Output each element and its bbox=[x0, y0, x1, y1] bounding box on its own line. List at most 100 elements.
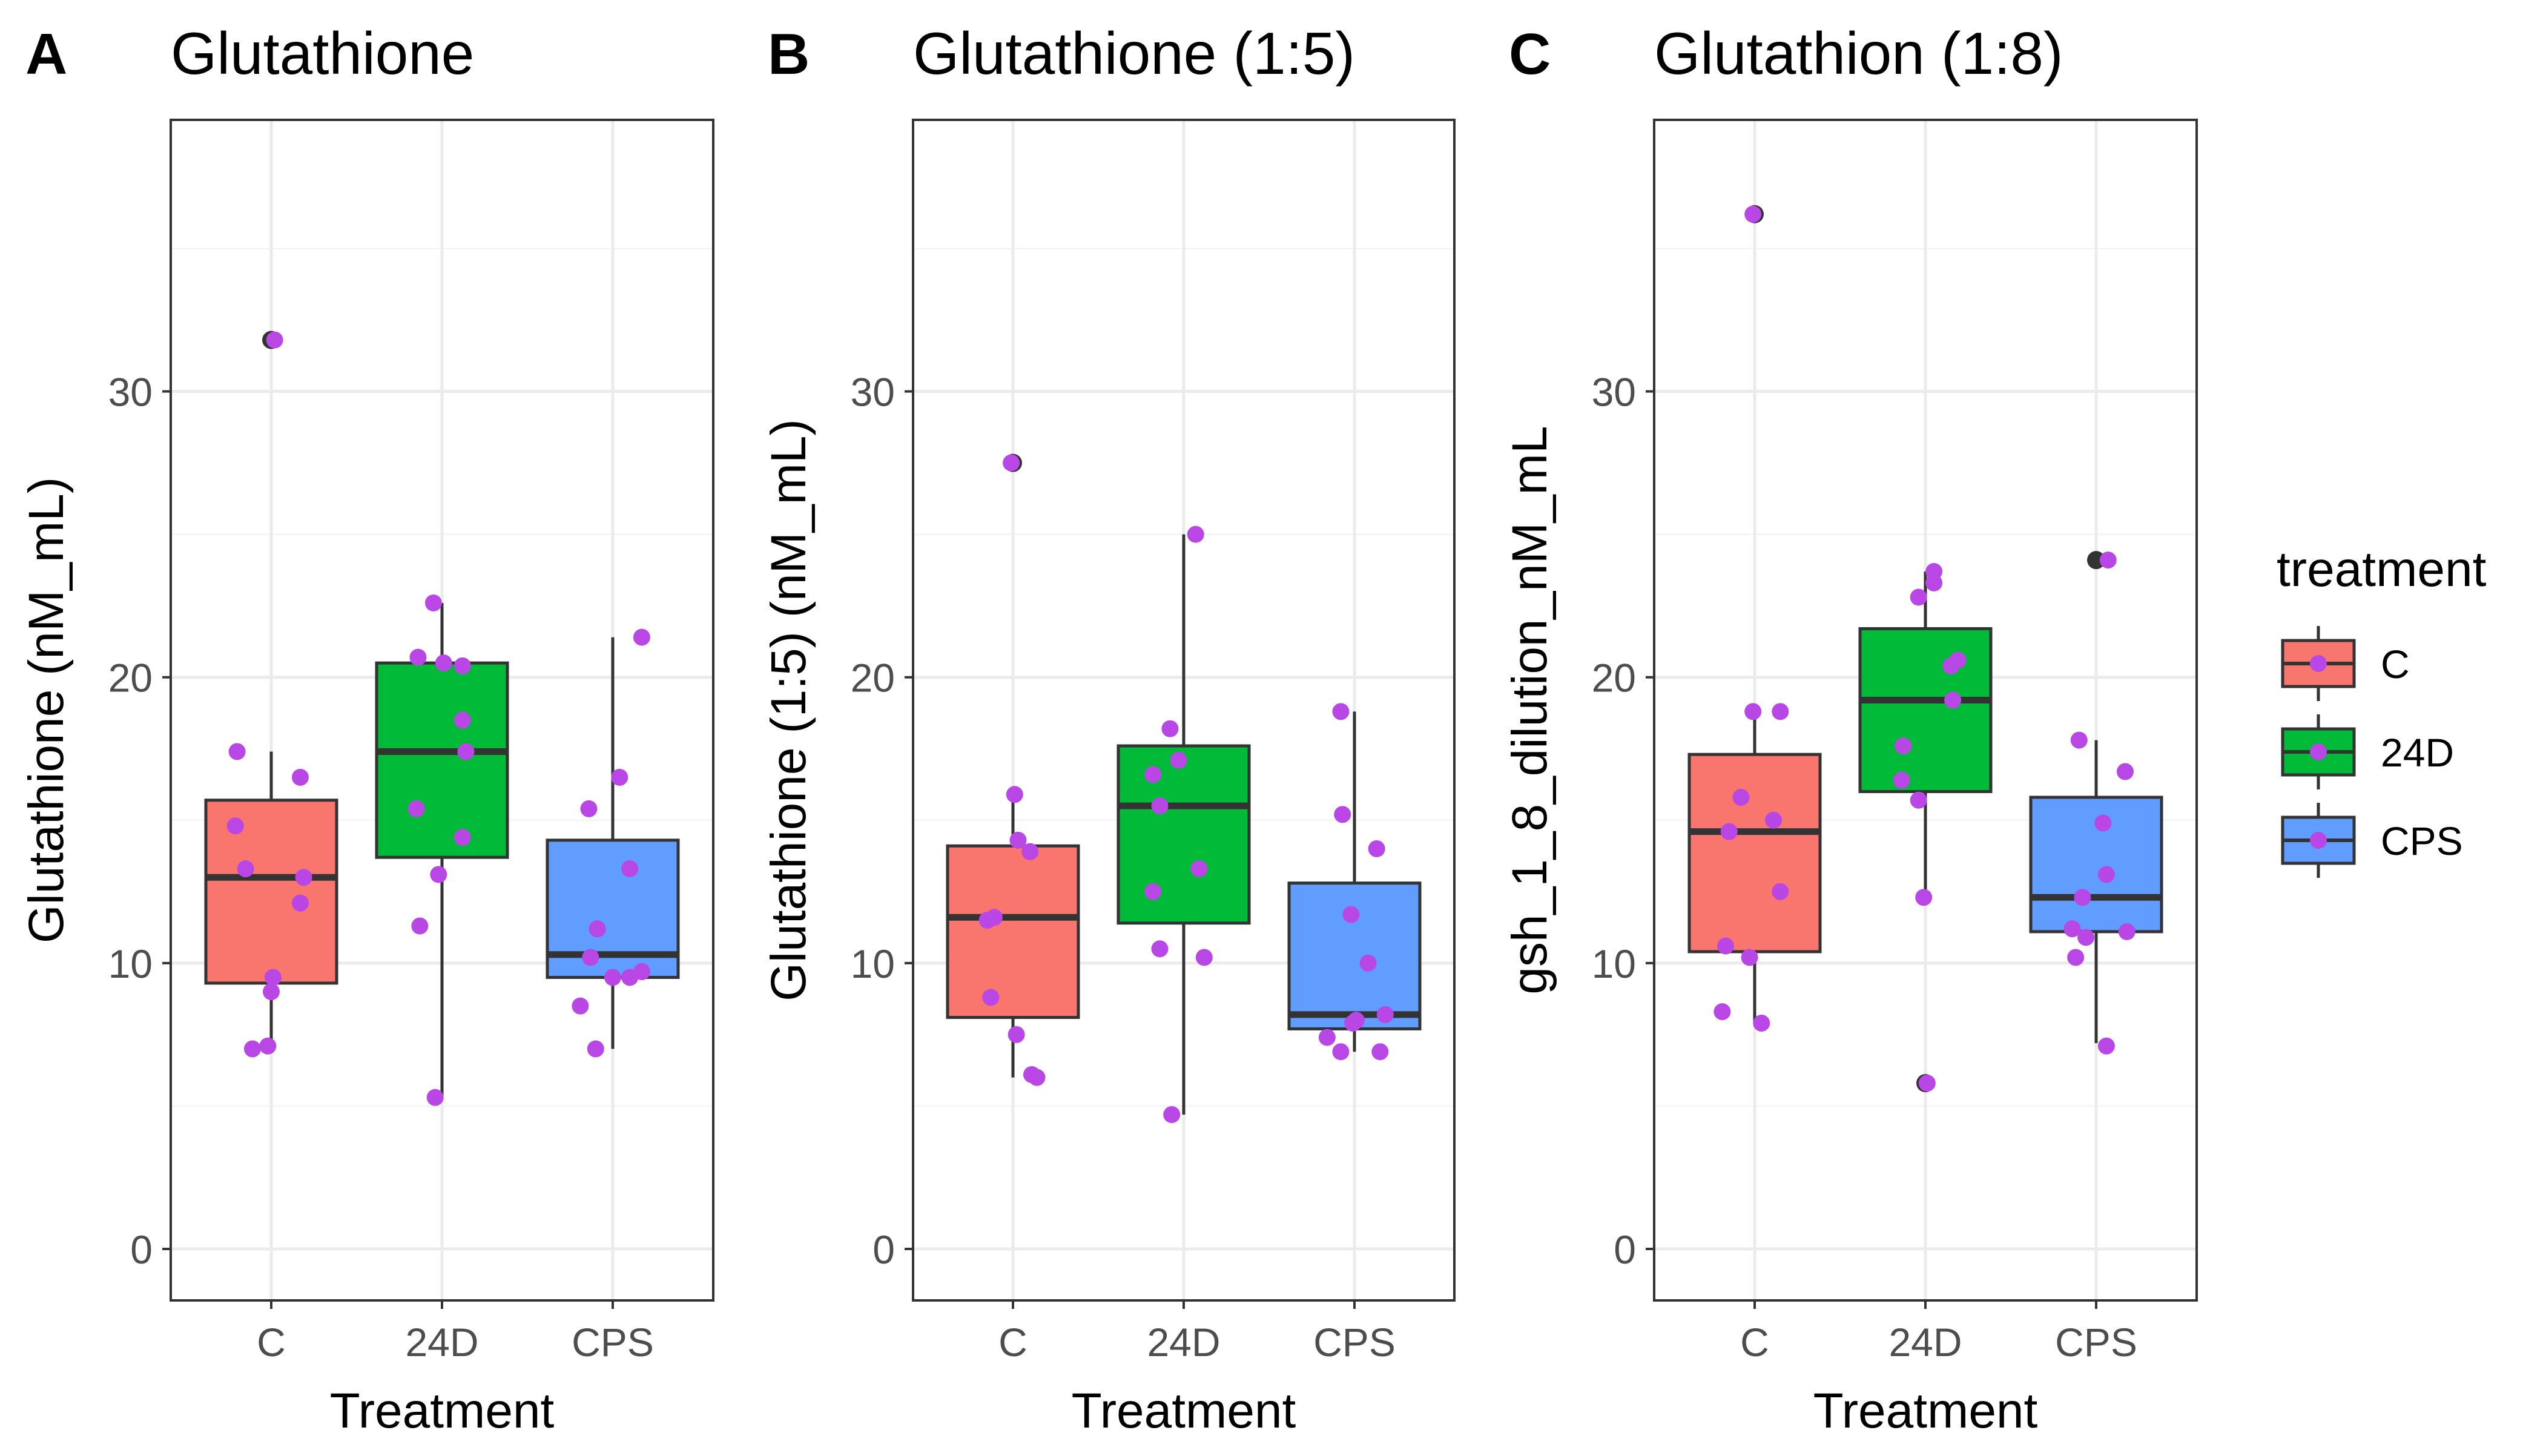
panel-c-tag: C bbox=[1509, 22, 1551, 87]
panel-c-point-c bbox=[1772, 703, 1789, 720]
panel-a-y-axis-title: Glutathione (nM_mL) bbox=[19, 477, 74, 943]
panel-c-point-cps bbox=[2067, 949, 2085, 966]
panel-b-point-c bbox=[1006, 786, 1023, 803]
panel-c-y-tick-label: 0 bbox=[1614, 1227, 1636, 1272]
panel-b-point-cps bbox=[1332, 703, 1350, 720]
panel-a-point-24d bbox=[424, 594, 442, 611]
panel-c-point-c bbox=[1717, 937, 1735, 955]
panel-a-point-24d bbox=[454, 657, 471, 674]
panel-a-x-tick-label: CPS bbox=[572, 1320, 654, 1365]
legend-key-point-cps bbox=[2310, 832, 2327, 849]
panel-c-point-cps bbox=[2070, 731, 2088, 749]
panel-c-box-c bbox=[1687, 753, 1822, 954]
panel-b-point-cps bbox=[1318, 1029, 1336, 1046]
panel-c-point-c bbox=[1713, 1003, 1731, 1021]
panel-c-point-cps bbox=[2099, 552, 2117, 569]
panel-b-point-cps bbox=[1334, 806, 1351, 823]
panel-a-point-cps bbox=[589, 920, 606, 938]
panel-a-point-24d bbox=[426, 1089, 444, 1106]
panel-b-point-c bbox=[1008, 1026, 1025, 1043]
panel-c-point-cps bbox=[2097, 1037, 2115, 1055]
panel-c-point-c bbox=[1744, 703, 1762, 720]
panel-a-point-24d bbox=[430, 866, 447, 883]
legend-label-c: C bbox=[2381, 642, 2410, 687]
panel-a-y-tick-label: 20 bbox=[108, 656, 153, 700]
panel-c-point-cps bbox=[2116, 763, 2134, 780]
panel-a-point-cps bbox=[587, 1040, 604, 1058]
panel-c-outlier-cps bbox=[2087, 551, 2105, 570]
panel-b-point-24d bbox=[1187, 525, 1204, 543]
panel-b-x-axis-title: Treatment bbox=[1072, 1383, 1296, 1438]
panel-b-point-cps bbox=[1376, 1006, 1394, 1023]
panel-c-point-c bbox=[1765, 811, 1783, 829]
panel-c-box-cps bbox=[2029, 796, 2163, 934]
panel-b-y-tick-label: 0 bbox=[872, 1227, 895, 1272]
legend-key-point-24d bbox=[2310, 743, 2327, 760]
panel-c-point-24d bbox=[1915, 889, 1933, 906]
panel-b-point-24d bbox=[1151, 797, 1169, 815]
panel-c-y-tick-label: 10 bbox=[1592, 941, 1636, 986]
panel-c-point-24d bbox=[1942, 657, 1960, 674]
panel-a-point-c bbox=[291, 768, 309, 786]
panel-b-box-c bbox=[946, 844, 1080, 1020]
panel-a-point-c bbox=[263, 983, 280, 1001]
panel-c-x-tick-label: 24D bbox=[1888, 1320, 1962, 1365]
panel-a-point-c bbox=[237, 860, 254, 878]
panel-b-point-cps bbox=[1332, 1043, 1350, 1061]
panel-c-point-cps bbox=[2118, 923, 2136, 940]
panel-a-point-24d bbox=[457, 743, 475, 760]
panel-b-y-tick-label: 10 bbox=[851, 941, 895, 986]
panel-c-point-c bbox=[1744, 205, 1762, 223]
panel-b-point-24d bbox=[1161, 720, 1179, 737]
panel-b-x-tick-label: CPS bbox=[1313, 1320, 1396, 1365]
panel-b-box-24d bbox=[1116, 744, 1251, 925]
legend-label-24d: 24D bbox=[2381, 730, 2454, 775]
panel-c-point-c bbox=[1753, 1015, 1770, 1032]
panel-a-x-axis-title: Treatment bbox=[330, 1383, 555, 1438]
panel-b-point-c bbox=[1009, 831, 1027, 849]
panel-b-point-24d bbox=[1151, 940, 1169, 958]
panel-b-point-24d bbox=[1170, 751, 1187, 769]
panel-c-point-cps bbox=[2063, 920, 2081, 938]
panel-b-point-24d bbox=[1195, 949, 1213, 966]
panel-c-point-cps bbox=[2097, 866, 2115, 883]
panel-a-point-cps bbox=[582, 949, 599, 966]
panel-c-y-axis-title: gsh_1_8_dilution_nM_mL bbox=[1502, 426, 1557, 994]
legend-label-cps: CPS bbox=[2381, 819, 2463, 863]
panel-b-y-axis-title: Glutathione (1:5) (nM_mL) bbox=[761, 419, 816, 1001]
panel-b-point-cps bbox=[1368, 840, 1385, 857]
panel-b-box-cps bbox=[1287, 881, 1422, 1030]
panel-a-box-c bbox=[204, 799, 338, 985]
panel-c-x-tick-label: CPS bbox=[2055, 1320, 2137, 1365]
panel-a-point-c bbox=[226, 817, 244, 835]
panel-a-point-cps bbox=[621, 969, 639, 986]
panel-b-point-cps bbox=[1342, 906, 1360, 923]
panel-a-title: Glutathione bbox=[171, 20, 474, 87]
panel-b-point-cps bbox=[1359, 954, 1377, 972]
panel-a-point-c bbox=[228, 743, 246, 760]
panel-c-point-cps bbox=[2074, 889, 2091, 906]
panel-c-point-24d bbox=[1910, 791, 1927, 809]
panel-a-y-tick-label: 30 bbox=[108, 370, 153, 415]
panel-a-point-c bbox=[295, 869, 312, 886]
panel-c-point-24d bbox=[1910, 588, 1927, 606]
panel-a-point-24d bbox=[409, 648, 427, 666]
legend-key-point-c bbox=[2310, 655, 2327, 672]
panel-a-point-24d bbox=[454, 829, 471, 846]
panel-c-title: Glutathion (1:8) bbox=[1654, 20, 2063, 87]
panel-a-point-c bbox=[243, 1040, 261, 1058]
panel-b-tag: B bbox=[768, 22, 810, 87]
panel-a-x-tick-label: C bbox=[257, 1320, 286, 1365]
panel-c-y-tick-label: 20 bbox=[1592, 656, 1636, 700]
panel-c-box-24d bbox=[1858, 627, 1993, 794]
panel-b-x-tick-label: 24D bbox=[1147, 1320, 1220, 1365]
panel-a-point-24d bbox=[435, 654, 452, 672]
panel-b-y-tick-label: 30 bbox=[851, 370, 895, 415]
panel-a-point-24d bbox=[411, 917, 429, 935]
panel-a-point-c bbox=[266, 331, 283, 349]
panel-c-point-c bbox=[1741, 949, 1758, 966]
panel-b-y-tick-label: 20 bbox=[851, 656, 895, 700]
panel-a-point-24d bbox=[407, 800, 425, 817]
panel-b-x-tick-label: C bbox=[998, 1320, 1027, 1365]
